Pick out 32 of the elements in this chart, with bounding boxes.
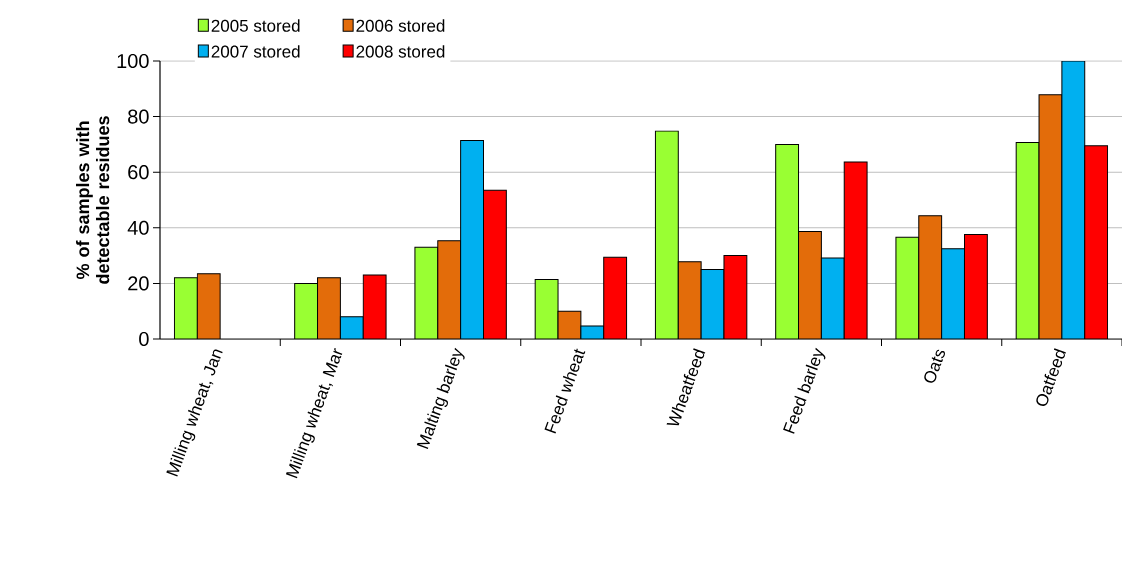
y-tick-label: 40 [127,220,149,235]
bar [1084,145,1109,339]
bar [317,277,341,339]
bar [197,273,221,339]
bar [941,248,965,339]
bar [678,261,702,339]
legend-label: 2008 stored [356,45,445,58]
x-tick-label: Oats [924,349,946,383]
y-axis-title: % of samples with detectable residues [76,116,110,284]
bar [460,140,484,339]
bar [844,161,868,339]
bar [1038,94,1063,339]
bar [701,269,724,339]
bar [1061,61,1086,339]
bar [483,190,507,339]
bar [918,215,942,339]
legend-label: 2006 stored [356,19,445,32]
y-tick-label: 60 [128,165,149,180]
bar [437,240,461,339]
y-tick-label: 100 [117,53,149,69]
bar [340,316,364,339]
bar [821,258,845,339]
x-tick-label: Feed wheat [544,348,586,434]
y-tick-label: 0 [139,331,149,347]
legend-label: 2007 stored [211,45,300,58]
legend-label: 2005 stored [211,19,300,32]
bar [723,255,747,339]
bar [798,231,822,339]
y-tick-label: 20 [128,276,149,291]
bar [964,234,988,339]
y-tick-label: 80 [128,109,149,124]
bar [603,257,627,339]
